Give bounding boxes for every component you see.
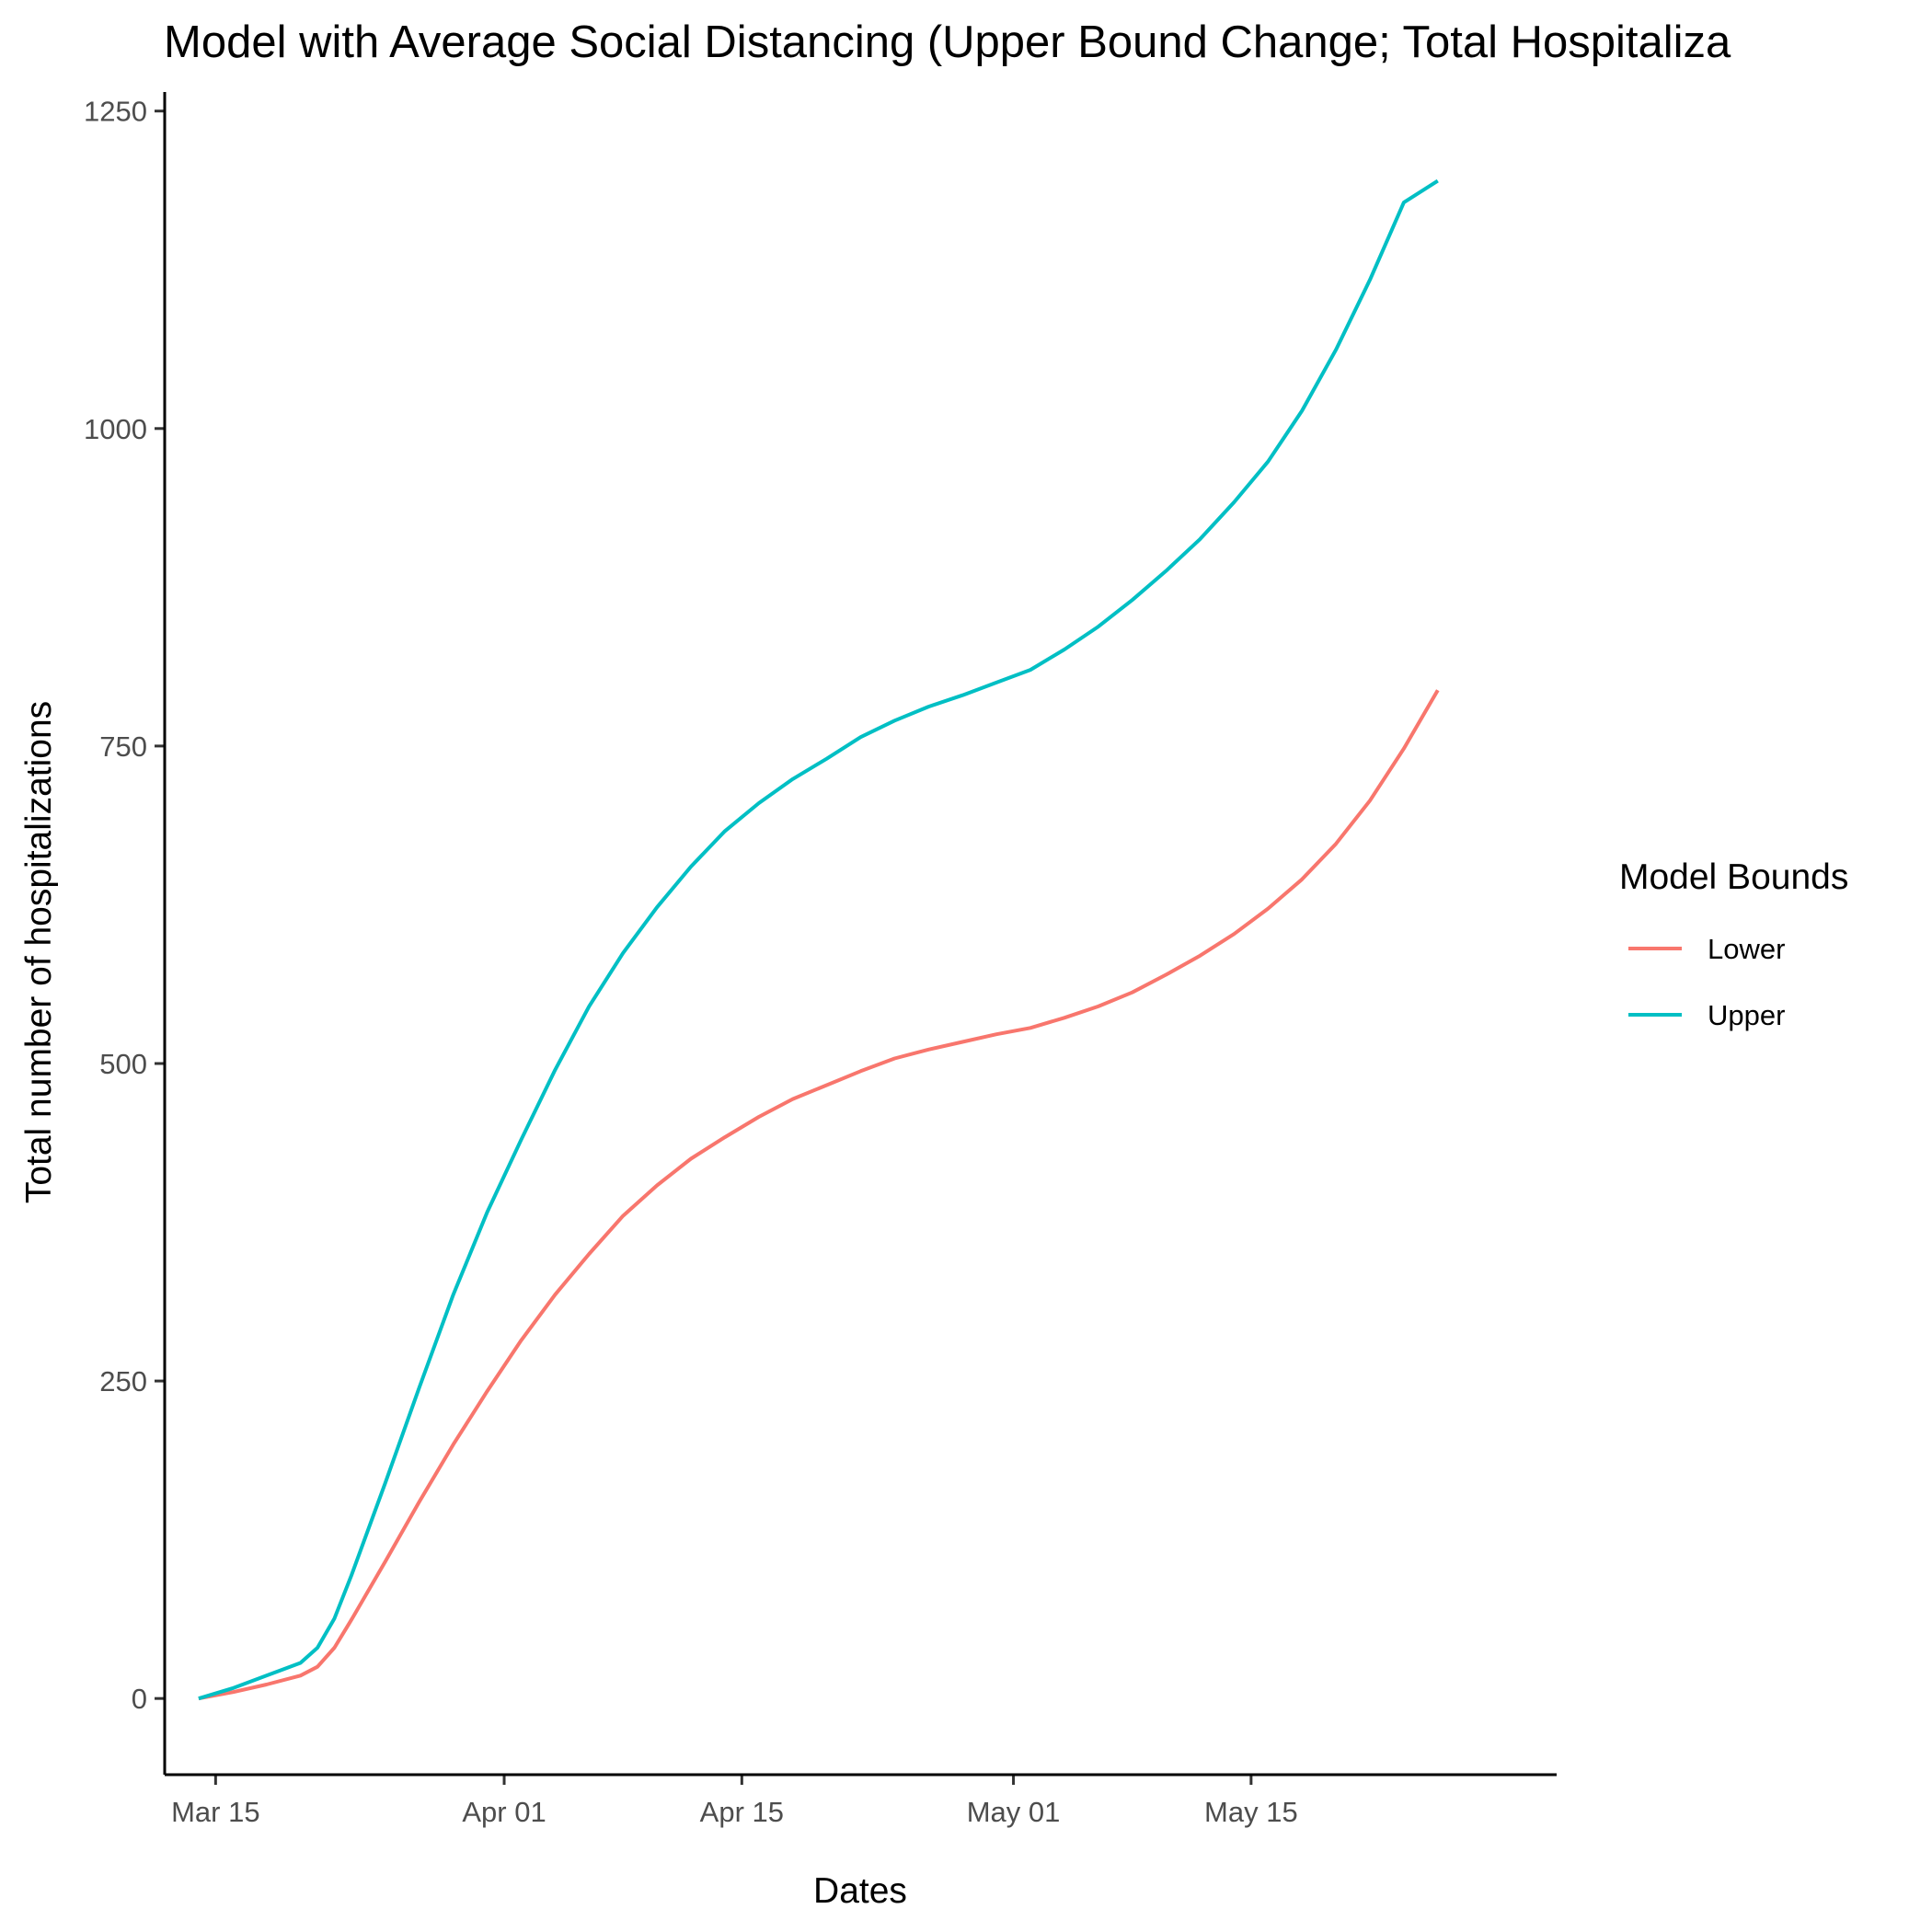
- series-line-upper: [198, 178, 1439, 1701]
- y-axis-ticks: 0 250 500 750 1000 1250: [84, 96, 165, 1715]
- y-tick-label: 0: [132, 1683, 147, 1715]
- y-axis-title: Total number of hospitalizations: [19, 701, 59, 1203]
- series-line-lower: [198, 689, 1440, 1701]
- x-axis-ticks: Mar 15 Apr 01 Apr 15 May 01 May 15: [171, 1775, 1298, 1828]
- legend-title: Model Bounds: [1619, 857, 1848, 897]
- y-tick-label: 1250: [84, 96, 147, 128]
- series-lines: [198, 178, 1440, 1701]
- y-tick-label: 750: [99, 730, 147, 763]
- x-tick-label: Apr 01: [462, 1796, 546, 1828]
- x-tick-label: Apr 15: [700, 1796, 784, 1828]
- chart-title: Model with Average Social Distancing (Up…: [164, 17, 1731, 67]
- y-tick-label: 1000: [84, 413, 147, 445]
- y-tick-label: 250: [99, 1365, 147, 1397]
- x-axis-title: Dates: [813, 1871, 907, 1911]
- x-tick-label: Mar 15: [171, 1796, 259, 1828]
- y-tick-label: 500: [99, 1048, 147, 1080]
- x-tick-label: May 15: [1204, 1796, 1298, 1828]
- legend-label-upper: Upper: [1708, 999, 1785, 1031]
- legend-label-lower: Lower: [1708, 933, 1785, 965]
- legend: Model Bounds Lower Upper: [1619, 857, 1848, 1031]
- x-tick-label: May 01: [967, 1796, 1061, 1828]
